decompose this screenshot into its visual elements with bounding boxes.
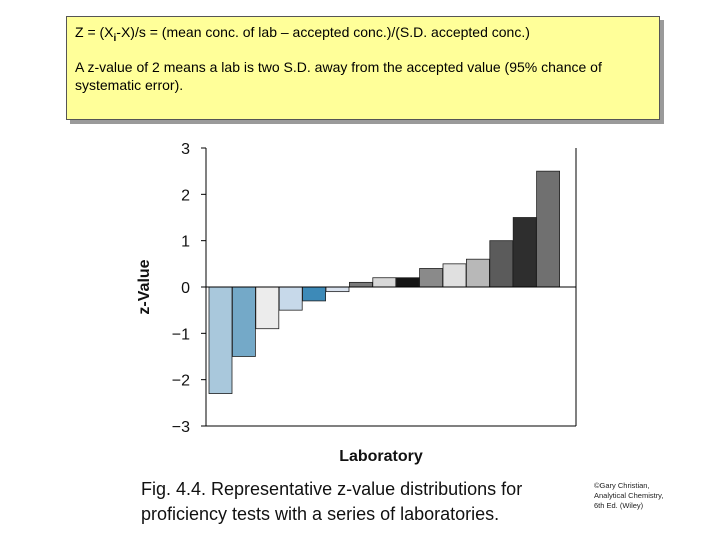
bar (325, 286, 350, 293)
credit-line: 6th Ed. (Wiley) (594, 501, 644, 510)
bar (395, 277, 420, 288)
figure-caption: Fig. 4.4. Representative z-value distrib… (141, 479, 523, 524)
bar (536, 170, 561, 288)
bar (372, 277, 397, 288)
formula-suffix: -X)/s = (mean conc. of lab – accepted co… (116, 24, 530, 40)
y-axis-label: z-Value (136, 259, 153, 314)
copyright-credit: ©Gary Christian, Analytical Chemistry, 6… (594, 481, 694, 511)
y-tick-label: 3 (181, 141, 190, 158)
bar (255, 286, 280, 330)
bar (302, 286, 327, 302)
credit-line: ©Gary Christian, (594, 481, 650, 490)
y-tick-label: 2 (181, 187, 190, 204)
z-value-bar-chart: 3 2 1 0 −1 −2 −3 Laboratory z-Value (136, 141, 577, 465)
formula-prefix: Z = (X (75, 24, 114, 40)
y-tick-label: 1 (181, 234, 190, 251)
formula-note-box: Z = (Xi-X)/s = (mean conc. of lab – acce… (66, 16, 660, 120)
bar (348, 281, 373, 288)
bar (442, 263, 467, 288)
bar (419, 268, 444, 288)
credit-line: Analytical Chemistry, (594, 491, 664, 500)
y-tick-label: −2 (172, 373, 190, 390)
z-formula: Z = (Xi-X)/s = (mean conc. of lab – acce… (75, 23, 651, 48)
y-tick-label: −3 (172, 419, 190, 436)
bar (232, 286, 256, 357)
bar (512, 217, 537, 288)
y-tick-label: −1 (172, 326, 190, 343)
z-explanation: A z-value of 2 means a lab is two S.D. a… (75, 58, 602, 93)
bar (208, 286, 233, 394)
formula-subscript: i (113, 32, 117, 44)
bar (489, 240, 514, 288)
x-axis-label: Laboratory (339, 448, 423, 465)
bar (465, 258, 490, 288)
bar (278, 286, 303, 311)
y-tick-label: 0 (181, 280, 190, 297)
